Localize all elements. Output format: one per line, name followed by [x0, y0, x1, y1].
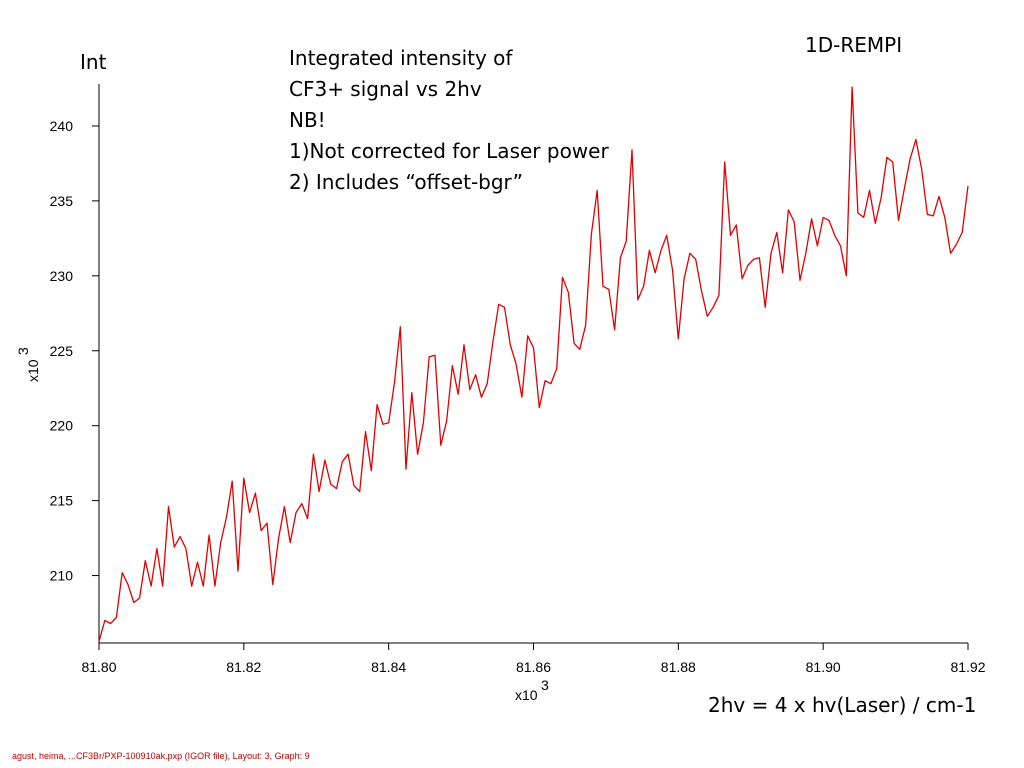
- intensity-series-line: [98, 86, 969, 642]
- y-multiplier-label: x10: [25, 359, 41, 382]
- x-tick-label: 81.88: [661, 659, 696, 675]
- y-tick-label: 220: [50, 418, 74, 434]
- y-tick-label: 215: [50, 493, 74, 509]
- y-multiplier: x10 3: [15, 347, 41, 382]
- chart-title: 1D-REMPI: [805, 33, 903, 57]
- y-tick-label: 230: [50, 268, 74, 284]
- x-tick-label: 81.84: [371, 659, 406, 675]
- x-axis-caption: 2hv = 4 x hv(Laser) / cm-1: [708, 693, 977, 717]
- y-tick-label: 240: [50, 118, 74, 134]
- x-multiplier-exponent: 3: [541, 677, 549, 693]
- annotation-note: Integrated intensity of CF3+ signal vs 2…: [289, 43, 609, 198]
- x-multiplier-label: x10: [515, 687, 538, 703]
- x-tick-label: 81.92: [950, 659, 985, 675]
- y-tick-label: 235: [50, 193, 74, 209]
- series-layer: [98, 86, 969, 642]
- note-line: NB!: [289, 108, 326, 132]
- y-multiplier-exponent: 3: [15, 347, 31, 355]
- x-tick-label: 81.90: [806, 659, 841, 675]
- note-line: CF3+ signal vs 2hv: [289, 77, 482, 101]
- footer-source: agust, heima, ...CF3Br/PXP-100910ak.pxp …: [12, 751, 310, 761]
- y-tick-label: 210: [50, 568, 74, 584]
- note-line: 2) Includes “offset-bgr”: [289, 170, 523, 194]
- x-tick-label: 81.86: [516, 659, 551, 675]
- x-tick-label: 81.82: [226, 659, 261, 675]
- x-tick-label: 81.80: [81, 659, 116, 675]
- y-tick-label: 225: [50, 343, 74, 359]
- note-line: Integrated intensity of: [289, 46, 513, 70]
- note-line: 1)Not corrected for Laser power: [289, 139, 609, 163]
- y-axis-title: Int: [80, 50, 107, 74]
- axes: 81.80 81.82 81.84 81.86 81.88 81.90 81.92 210 21…: [15, 84, 986, 703]
